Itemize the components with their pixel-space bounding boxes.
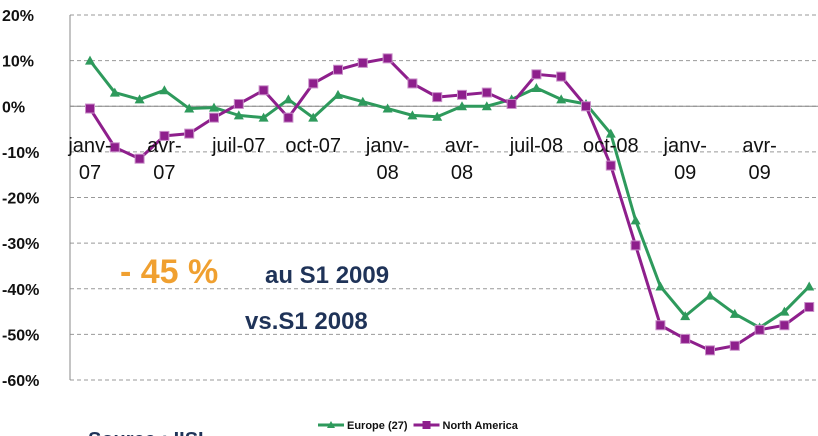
- marker: [209, 102, 219, 112]
- series-line: [88, 59, 811, 330]
- y-tick-label: -10%: [2, 145, 39, 162]
- series: [85, 53, 815, 356]
- marker: [283, 112, 294, 123]
- marker: [159, 85, 170, 95]
- y-tick-label: 10%: [2, 54, 34, 71]
- marker: [109, 142, 120, 153]
- marker: [754, 324, 765, 335]
- marker: [804, 281, 815, 291]
- marker: [233, 110, 244, 120]
- x-tick-label: avr-08: [444, 135, 480, 185]
- marker: [531, 69, 542, 80]
- marker: [581, 101, 591, 112]
- marker: [531, 83, 542, 92]
- marker: [258, 85, 269, 96]
- marker: [233, 98, 244, 109]
- marker: [630, 215, 641, 225]
- marker: [556, 71, 567, 82]
- marker: [308, 112, 319, 122]
- y-tick-label: -30%: [2, 236, 39, 253]
- marker: [184, 103, 195, 113]
- marker: [134, 94, 145, 104]
- legend-item: North America: [413, 420, 519, 432]
- marker: [655, 320, 666, 331]
- x-tick-label: janv-08: [365, 135, 410, 185]
- marker: [357, 57, 368, 68]
- x-tick-label: janv-07: [68, 135, 112, 185]
- marker: [382, 103, 393, 113]
- marker: [85, 55, 95, 65]
- source: Source : IISI: [88, 429, 204, 436]
- marker: [333, 89, 343, 99]
- marker: [705, 290, 715, 300]
- legend-label: North America: [443, 420, 519, 432]
- series-line: [88, 56, 811, 352]
- marker: [804, 302, 815, 312]
- marker: [109, 87, 120, 97]
- legend-marker: [422, 421, 431, 429]
- marker: [556, 94, 567, 104]
- marker: [729, 308, 740, 318]
- marker: [432, 111, 443, 121]
- marker: [159, 130, 170, 141]
- marker: [407, 78, 418, 89]
- x-tick-label: oct-07: [285, 135, 341, 158]
- marker: [258, 112, 269, 122]
- marker: [184, 128, 195, 139]
- marker: [85, 103, 95, 114]
- marker: [432, 92, 443, 103]
- marker: [605, 128, 616, 138]
- marker: [308, 78, 319, 89]
- marker: [680, 311, 691, 321]
- marker: [457, 89, 467, 100]
- marker: [357, 96, 368, 106]
- y-tick-label: 0%: [2, 99, 25, 116]
- x-tick-label: juil-07: [212, 135, 266, 158]
- marker: [134, 153, 145, 164]
- marker: [729, 340, 740, 351]
- y-tick-label: -20%: [2, 191, 39, 208]
- marker: [779, 320, 790, 331]
- marker: [680, 333, 691, 344]
- x-tick-label: juil-08: [509, 135, 564, 158]
- marker: [283, 94, 294, 104]
- x-tick-label: avr-07: [147, 135, 182, 185]
- legend-label: Europe (27): [347, 420, 408, 432]
- marker: [457, 101, 467, 111]
- series: [85, 55, 815, 332]
- marker: [407, 110, 418, 120]
- marker: [333, 64, 343, 75]
- x-tick-label: janv-09: [663, 135, 707, 185]
- y-tick-label: -40%: [2, 282, 39, 299]
- marker: [705, 345, 715, 356]
- marker: [605, 160, 616, 171]
- y-tick-label: 20%: [2, 8, 34, 25]
- y-tick-label: -60%: [2, 373, 39, 390]
- annotation: - 45 %: [120, 253, 218, 291]
- annotation: au S1 2009: [265, 262, 389, 289]
- marker: [630, 240, 641, 251]
- legend-marker: [327, 421, 335, 428]
- annotation: vs.S1 2008: [245, 308, 368, 335]
- marker: [655, 281, 666, 291]
- legend-item: Europe (27): [318, 420, 408, 432]
- x-tick-label: avr-09: [742, 135, 777, 185]
- marker: [779, 306, 790, 316]
- y-tick-label: -50%: [2, 327, 39, 344]
- marker: [382, 53, 393, 64]
- marker: [506, 98, 517, 109]
- marker: [209, 112, 219, 123]
- marker: [481, 101, 492, 111]
- marker: [481, 87, 492, 98]
- x-tick-label: oct-08: [583, 135, 639, 158]
